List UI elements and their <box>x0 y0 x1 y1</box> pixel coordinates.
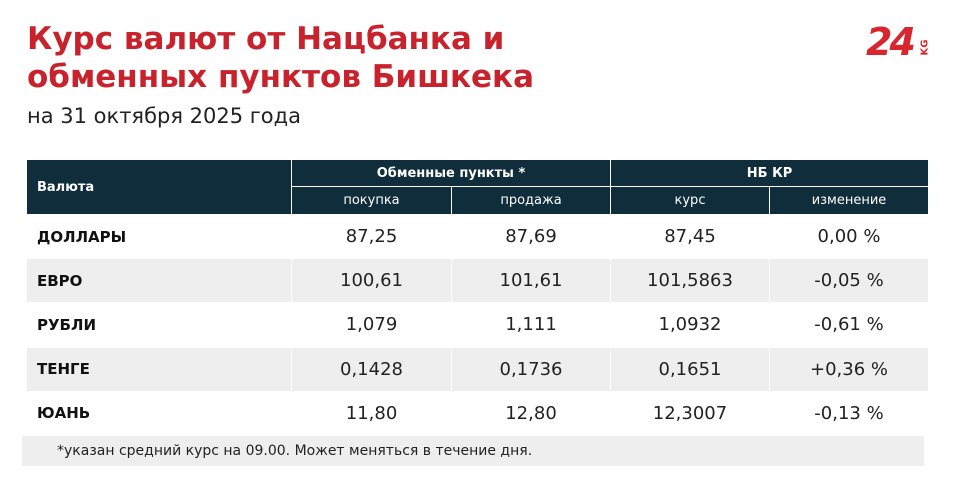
table-cell: 87,25 <box>292 215 452 260</box>
logo: 24 <box>866 20 916 64</box>
table-cell: 1,079 <box>292 303 452 348</box>
row-label: ДОЛЛАРЫ <box>27 215 292 260</box>
column-header: изменение <box>770 187 929 215</box>
table-cell: 0,00 % <box>770 215 929 260</box>
table-cell: 101,61 <box>452 259 611 304</box>
table-cell: 101,5863 <box>611 259 770 304</box>
footnote: *указан средний курс на 09.00. Может мен… <box>22 436 924 466</box>
column-header: покупка <box>292 187 452 215</box>
group-header: НБ КР <box>611 160 929 187</box>
row-label: РУБЛИ <box>27 303 292 348</box>
table-cell: 12,80 <box>452 391 611 436</box>
table-cell: -0,13 % <box>770 391 929 436</box>
title-line: Курс валют от Нацбанка и <box>27 21 505 57</box>
column-header: курс <box>611 187 770 215</box>
header-cell: Валюта <box>27 160 292 215</box>
table-cell: 0,1428 <box>292 347 452 392</box>
table-cell: 87,45 <box>611 215 770 260</box>
table-cell: +0,36 % <box>770 347 929 392</box>
table-cell: 0,1736 <box>452 347 611 392</box>
table-cell: 1,0932 <box>611 303 770 348</box>
table-cell: 87,69 <box>452 215 611 260</box>
column-header: продажа <box>452 187 611 215</box>
table-cell: 0,1651 <box>611 347 770 392</box>
row-label: ЕВРО <box>27 259 292 304</box>
row-label: ТЕНГЕ <box>27 347 292 392</box>
table-cell: 11,80 <box>292 391 452 436</box>
title-line: обменных пунктов Бишкека <box>27 59 535 95</box>
table-cell: -0,05 % <box>770 259 929 304</box>
logo-suffix: KG <box>919 39 931 56</box>
group-header: Обменные пункты * <box>292 160 611 187</box>
table-cell: 12,3007 <box>611 391 770 436</box>
table-cell: 100,61 <box>292 259 452 304</box>
subtitle: на 31 октября 2025 года <box>27 104 302 128</box>
table-cell: 1,111 <box>452 303 611 348</box>
row-label: ЮАНЬ <box>27 391 292 436</box>
table-cell: -0,61 % <box>770 303 929 348</box>
